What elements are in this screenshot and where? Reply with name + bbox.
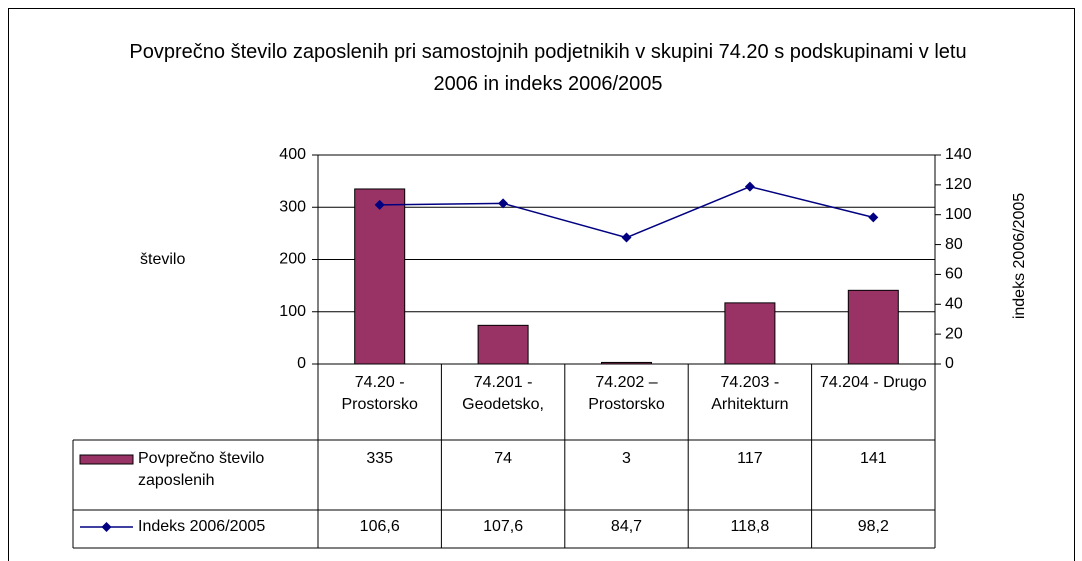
table-value: 98,2: [857, 518, 889, 535]
legend-label: Povprečno število zaposlenih: [138, 450, 265, 489]
line-marker: [621, 232, 632, 243]
bar: [847, 289, 899, 365]
table-value: 3: [622, 450, 631, 467]
legend-label: Indeks 2006/2005: [138, 518, 266, 535]
x-tick-label: 74.204 - Drugo: [819, 374, 927, 391]
y-tick-label: 300: [279, 198, 306, 215]
bar: [477, 324, 529, 365]
table-value: 117: [737, 450, 763, 467]
table-value: 141: [859, 450, 887, 467]
bar: [354, 188, 406, 365]
table-value: 107,6: [483, 518, 524, 535]
line-marker: [374, 199, 385, 210]
y-tick-label: 100: [279, 303, 306, 320]
y2-tick-label: 140: [945, 146, 972, 163]
line-marker: [744, 181, 755, 192]
table-value: 118,8: [730, 518, 770, 535]
y2-tick-label: 60: [945, 266, 963, 283]
y-tick-label: 0: [297, 355, 306, 372]
y2-tick-label: 0: [945, 355, 954, 372]
legend-key: [79, 454, 134, 465]
y2-tick-label: 100: [945, 206, 972, 223]
y-axis-label: število: [140, 251, 186, 268]
x-tick-label: 74.20 - Prostorsko: [341, 374, 418, 413]
y2-axis-label: indeks 2006/2005: [1011, 192, 1028, 320]
y2-tick-label: 20: [945, 325, 963, 342]
y-tick-label: 200: [279, 251, 306, 268]
x-tick-label: 74.201 - Geodetsko,: [462, 374, 544, 413]
table-value: 335: [366, 450, 394, 467]
y-tick-label: 400: [279, 146, 306, 163]
table-value: 84,7: [610, 518, 643, 535]
chart-title: Povprečno število zaposlenih pri samosto…: [129, 41, 967, 95]
table-value: 106,6: [359, 518, 400, 535]
line-marker: [868, 212, 879, 223]
y2-tick-label: 40: [945, 296, 963, 313]
x-tick-label: 74.202 – Prostorsko: [588, 374, 665, 413]
line-marker: [498, 198, 509, 209]
y2-tick-label: 80: [945, 236, 963, 253]
legend-key: [101, 522, 112, 532]
x-tick-label: 74.203 - Arhitekturn: [711, 374, 789, 413]
bar: [601, 361, 652, 365]
bar: [724, 302, 776, 365]
table-value: 74: [494, 450, 512, 467]
chart-border: [8, 8, 1075, 561]
line: [379, 185, 874, 239]
y2-tick-label: 120: [945, 176, 972, 193]
